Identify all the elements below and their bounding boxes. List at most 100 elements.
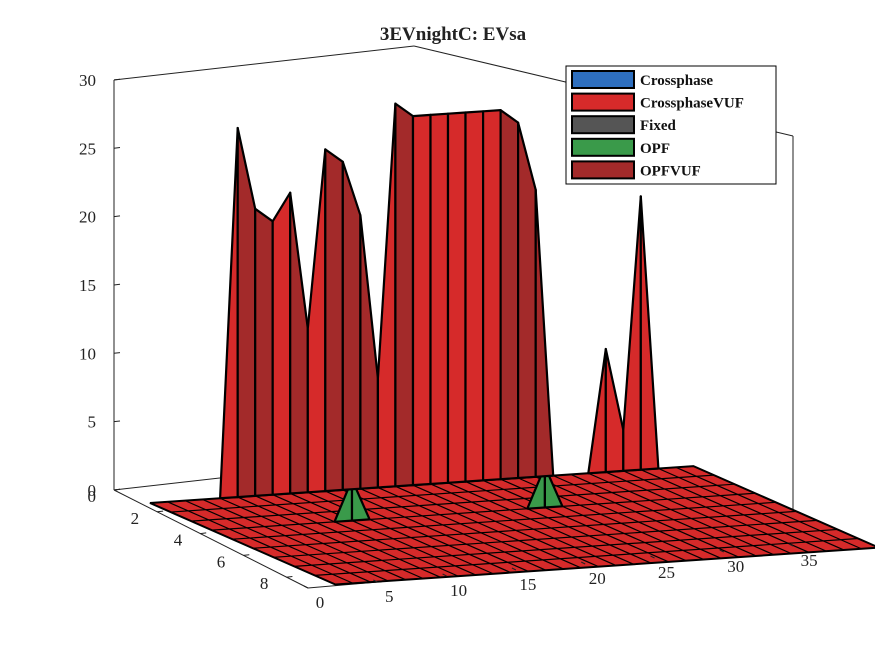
floor-grid-x xyxy=(482,479,669,563)
floor-grid-x xyxy=(149,502,336,585)
floor-grid-y xyxy=(273,519,818,558)
floor-grid-x xyxy=(588,472,774,556)
opfvuf-surface-mark xyxy=(411,113,432,487)
y-tick-label: 8 xyxy=(260,574,269,593)
floor-grid-x xyxy=(237,496,424,580)
floor-grid-x xyxy=(412,484,599,568)
y-tick-mark xyxy=(113,488,121,491)
floor-grid-x xyxy=(202,498,389,582)
y-tick-label: 2 xyxy=(131,509,140,528)
floor-grid-x xyxy=(167,501,354,584)
floor-grid-x xyxy=(272,494,459,577)
floor-grid-x xyxy=(360,488,547,571)
opfvuf-surface-mark xyxy=(534,188,555,478)
floor-grid-y xyxy=(232,501,776,540)
floor-grid-x xyxy=(465,481,652,564)
legend-entry-label: Crossphase xyxy=(640,73,713,89)
floor-grid-x xyxy=(342,489,529,572)
floor-grid-x xyxy=(658,467,845,551)
y-tick-mark xyxy=(200,532,207,535)
opfvuf-surface-mark xyxy=(446,111,467,484)
opfvuf-surface-mark xyxy=(289,191,309,495)
opfvuf-surface-mark xyxy=(429,112,450,486)
opfvuf-surface-mark xyxy=(516,121,537,480)
y-tick-mark xyxy=(243,554,250,556)
floor-grid-x xyxy=(640,469,827,552)
x-tick-mark xyxy=(442,573,447,577)
legend-swatch xyxy=(571,70,635,89)
x-tick-label: 0 xyxy=(316,593,325,612)
opfvuf-surface-mark xyxy=(359,214,379,490)
floor-grid-x xyxy=(623,470,809,553)
y-tick-label: 6 xyxy=(217,552,226,571)
floor-grid-y xyxy=(314,537,859,576)
x-tick-label: 15 xyxy=(519,575,536,594)
floor-grid-x xyxy=(430,483,617,566)
y-tick-label: 0 xyxy=(88,487,97,506)
opfvuf-surface-mark xyxy=(499,108,520,481)
opfvuf-surface-mark xyxy=(236,126,257,499)
legend-swatch xyxy=(571,137,635,157)
x-tick-mark xyxy=(511,567,517,571)
axis-line-y-front xyxy=(113,489,309,589)
z-tick-mark xyxy=(113,78,121,81)
floor-grid-x xyxy=(219,497,406,581)
crossphasevuf-surface-mark xyxy=(587,347,607,475)
opfvuf-surface-mark xyxy=(482,108,502,482)
floor-grid-y xyxy=(170,474,715,513)
x-tick-label: 10 xyxy=(450,581,467,600)
floor-grid-y xyxy=(211,492,756,531)
legend-swatch xyxy=(571,160,635,180)
x-tick-label: 35 xyxy=(801,551,818,570)
floor-grid-x xyxy=(500,478,687,562)
z-tick-mark xyxy=(113,283,121,286)
y-tick-label: 4 xyxy=(174,531,183,550)
legend-entry-label: CrossphaseVUF xyxy=(640,96,744,112)
y-tick-mark xyxy=(286,576,293,578)
floor-grid-x xyxy=(254,495,441,578)
x-tick-mark xyxy=(788,543,794,547)
legend-entry-label: Fixed xyxy=(640,118,676,134)
z-tick-mark xyxy=(113,215,121,218)
z-tick-label: 0 xyxy=(88,481,97,500)
floor-grid-x xyxy=(289,492,476,576)
legend: Crossphase CrossphaseVUF Fixed OPF OPFVUF xyxy=(565,65,777,185)
x-tick-label: 5 xyxy=(385,587,394,606)
crossphasevuf-surface-mark xyxy=(639,195,660,471)
y-tick-mark xyxy=(157,510,164,513)
opfvuf-surface-mark xyxy=(464,110,485,483)
floor-grid-x xyxy=(307,491,494,575)
x-tick-mark xyxy=(580,561,586,565)
axis-ticks: 0 5 10 15 20 25 30 0 2 4 6 8 0 5 10 15 20 25 30 35 xyxy=(79,71,818,612)
crossphasevuf-surface-mark xyxy=(604,347,625,474)
legend-swatch xyxy=(571,92,635,112)
legend-swatch xyxy=(571,115,635,135)
chart-title: 3EVnightC: EVsa xyxy=(380,24,527,45)
z-tick-label: 20 xyxy=(79,208,96,227)
floor-grid-x xyxy=(675,466,862,550)
opfvuf-surface-mark xyxy=(394,102,415,488)
x-tick-label: 30 xyxy=(727,557,744,576)
x-tick-mark xyxy=(719,549,725,553)
floor-grid-x xyxy=(552,475,739,558)
floor-grid-x xyxy=(693,465,875,547)
floor-grid-x xyxy=(447,482,634,565)
x-tick-label: 25 xyxy=(658,563,675,582)
floor-grid-x xyxy=(570,473,757,557)
x-tick-mark xyxy=(650,555,655,559)
legend-entry-label: OPFVUF xyxy=(640,163,701,179)
floor-grid-x xyxy=(535,476,722,559)
opfvuf-surface-mark xyxy=(271,191,292,496)
z-tick-label: 5 xyxy=(88,413,97,432)
z-tick-label: 30 xyxy=(79,71,96,90)
floor-grid-y xyxy=(294,528,838,567)
z-tick-label: 25 xyxy=(79,139,96,158)
z-tick-mark xyxy=(113,147,121,149)
floor-grid-x xyxy=(377,486,564,570)
opfvuf-surface-mark xyxy=(254,207,274,497)
opfvuf-surface-mark xyxy=(341,160,362,491)
opfvuf-surface-mark xyxy=(219,126,239,500)
opfvuf-surface-mark xyxy=(324,148,344,493)
floor-grid-y xyxy=(252,510,797,549)
floor-grid-x xyxy=(605,471,792,555)
